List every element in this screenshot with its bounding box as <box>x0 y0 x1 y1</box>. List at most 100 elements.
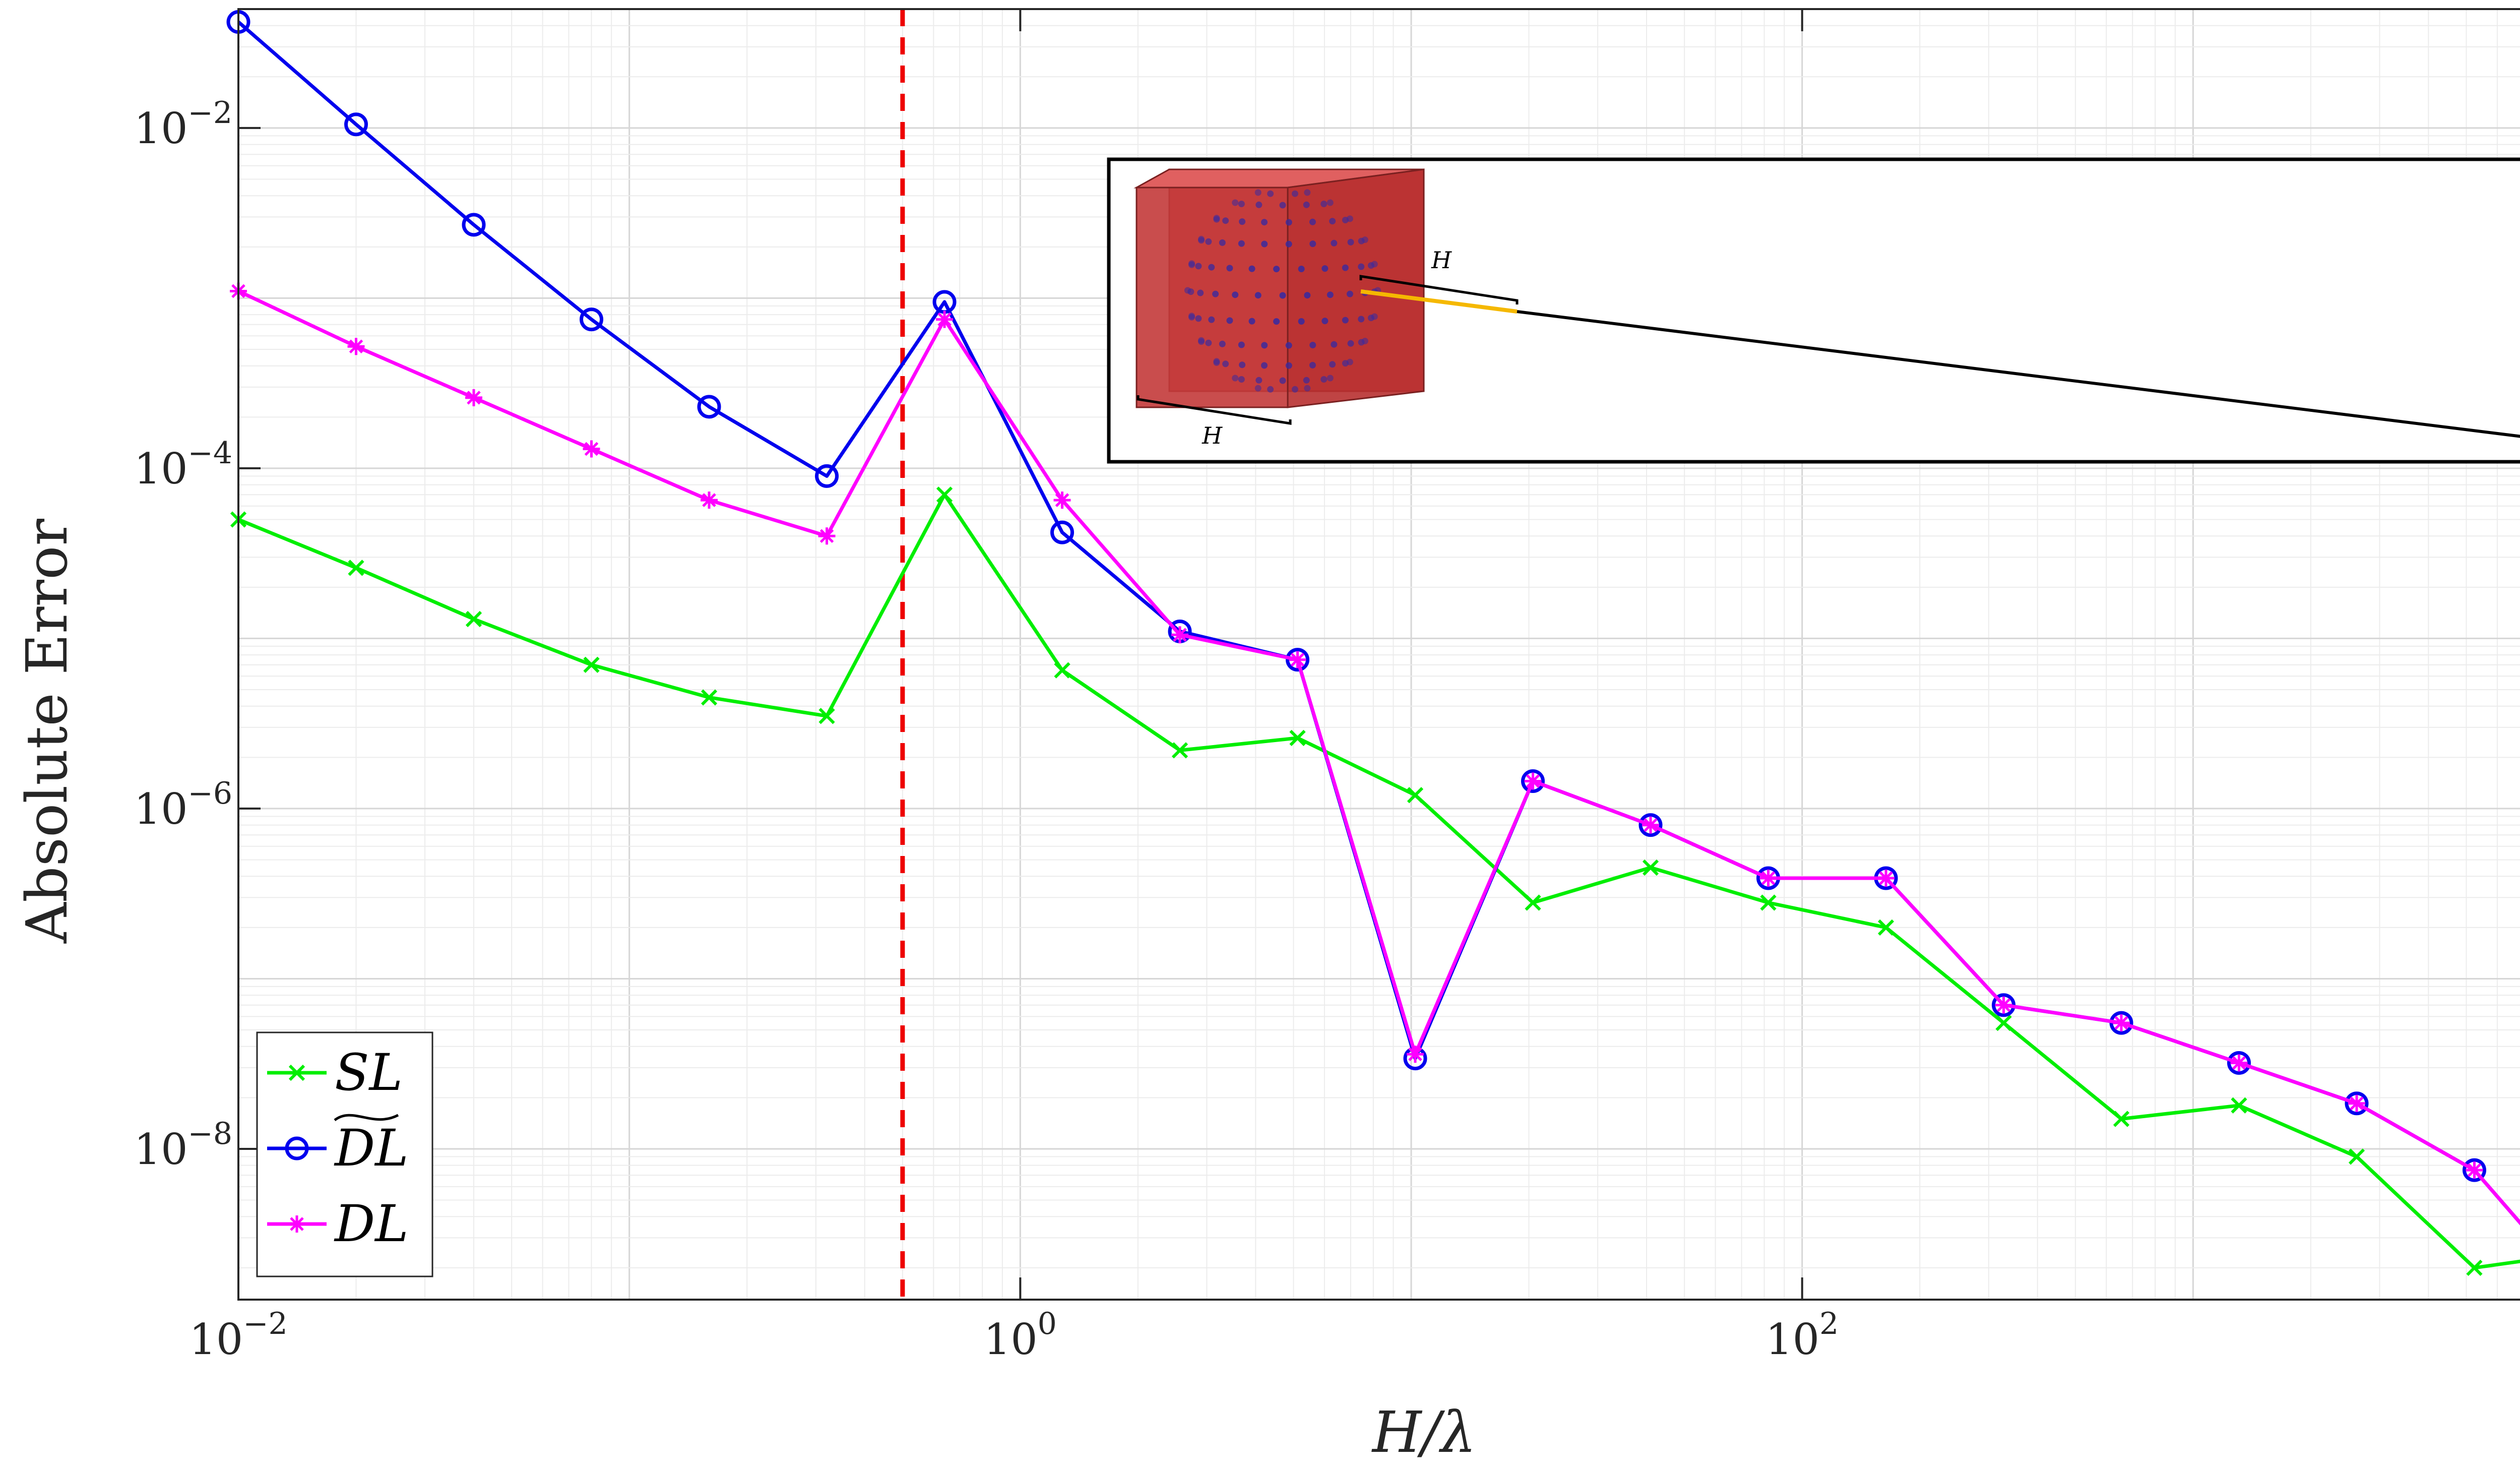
ticks-layer <box>237 9 1803 1300</box>
y-tick-label-exponent: −6 <box>188 776 232 811</box>
grid <box>237 9 2520 1300</box>
sphere-point <box>1205 339 1212 346</box>
sphere-point <box>1238 376 1245 383</box>
sphere-point <box>1267 386 1274 393</box>
point-marker <box>1289 729 1306 747</box>
marker-stroke <box>349 339 363 354</box>
tick-labels-layer: 10−210010210410−210−410−610−8 <box>134 95 1839 1364</box>
point-marker <box>288 1064 305 1081</box>
marker-stroke <box>2467 1163 2482 1177</box>
sphere-point <box>1285 219 1292 226</box>
point-marker <box>818 527 836 545</box>
y-tick-label-exponent: −8 <box>188 1116 232 1151</box>
sphere-point <box>1208 264 1215 271</box>
point-marker <box>1050 520 1074 544</box>
point-marker <box>1053 492 1071 509</box>
marker-stroke <box>290 1217 304 1231</box>
point-marker <box>2113 1111 2130 1127</box>
sphere-point <box>1254 292 1262 299</box>
marker-stroke <box>1760 894 1777 911</box>
sphere-point <box>1197 289 1204 296</box>
sphere-point <box>1261 219 1268 226</box>
sphere-point <box>1285 362 1292 369</box>
y-tick-label-base: 10 <box>134 444 188 494</box>
sphere-point <box>1342 264 1349 271</box>
x-tick-label-base: 10 <box>189 1315 243 1364</box>
point-marker <box>288 1215 305 1233</box>
point-marker <box>2231 1097 2247 1114</box>
sphere-point <box>1261 240 1268 248</box>
plot-frame <box>237 8 2520 1301</box>
marker-stroke <box>2114 1016 2128 1030</box>
sphere-point <box>1232 199 1239 206</box>
inset-image: H H <box>1107 157 2520 464</box>
sphere-point <box>1320 201 1328 207</box>
sphere-point <box>1367 315 1374 322</box>
legend-entry: DL <box>267 1114 409 1178</box>
sphere-point <box>1321 318 1329 325</box>
sphere-point <box>1188 313 1195 320</box>
point-marker <box>1639 813 1663 837</box>
point-marker <box>1760 894 1777 911</box>
point-marker <box>2462 1158 2486 1182</box>
x-tick-label-base: 10 <box>984 1315 1038 1364</box>
series-line <box>237 493 2520 1270</box>
point-marker <box>2466 1161 2483 1179</box>
sphere-point <box>1309 342 1316 348</box>
marker-stroke <box>702 493 716 507</box>
marker-stroke <box>348 560 364 576</box>
y-tick-label: 10−4 <box>134 436 232 494</box>
sphere-point <box>1347 238 1354 246</box>
legend-label: DL <box>334 1119 409 1178</box>
y-tick-label-exponent: −4 <box>188 436 232 471</box>
sphere-point <box>1320 376 1328 383</box>
marker-stroke <box>937 312 952 327</box>
cube-side-face <box>1287 168 1425 408</box>
sphere-point <box>1342 360 1349 367</box>
point-marker <box>1877 919 1895 936</box>
sphere-point <box>1239 218 1246 225</box>
sphere-point <box>1212 290 1219 297</box>
sphere-point <box>1347 340 1354 347</box>
dimension-bracket-top <box>1359 275 1519 304</box>
x-tick-label-exponent: −2 <box>243 1306 287 1341</box>
point-marker <box>347 338 365 355</box>
sphere-point <box>1367 262 1374 269</box>
marker-stroke <box>467 391 481 405</box>
sphere-point <box>1273 266 1280 273</box>
marker-stroke <box>2232 1056 2246 1070</box>
series-0 <box>230 486 2520 1276</box>
point-marker <box>936 486 953 503</box>
y-tick-label-exponent: −2 <box>188 95 232 131</box>
source-segment <box>1360 289 1518 314</box>
sphere-point <box>1255 201 1263 208</box>
point-marker <box>818 708 835 724</box>
sphere-point <box>1329 218 1336 225</box>
y-tick-label: 10−8 <box>134 1116 232 1174</box>
marker-stroke <box>1173 628 1187 642</box>
point-marker <box>1525 894 1541 911</box>
x-tick-label-base: 10 <box>1766 1315 1819 1364</box>
series-2 <box>230 282 2520 1226</box>
point-marker <box>465 389 482 406</box>
sphere-point <box>1309 361 1316 369</box>
sphere-point <box>1342 217 1349 223</box>
sphere-point <box>1331 341 1338 348</box>
sphere-point <box>1255 377 1263 384</box>
sphere-point <box>1198 235 1205 242</box>
sphere-point <box>1303 201 1310 208</box>
series-layer <box>226 10 2520 1276</box>
point-marker <box>1642 859 1659 876</box>
point-marker <box>1054 662 1070 679</box>
sphere-point <box>1285 240 1292 248</box>
sphere-point <box>1198 337 1205 344</box>
sphere-point <box>1205 238 1212 245</box>
sphere-point <box>1195 263 1202 270</box>
point-marker <box>701 689 718 706</box>
marker-stroke <box>1289 729 1306 747</box>
point-marker <box>814 464 839 488</box>
point-marker <box>2230 1054 2248 1072</box>
sphere-point <box>1358 263 1365 270</box>
sphere-point <box>1267 190 1274 197</box>
point-marker <box>1171 742 1188 759</box>
